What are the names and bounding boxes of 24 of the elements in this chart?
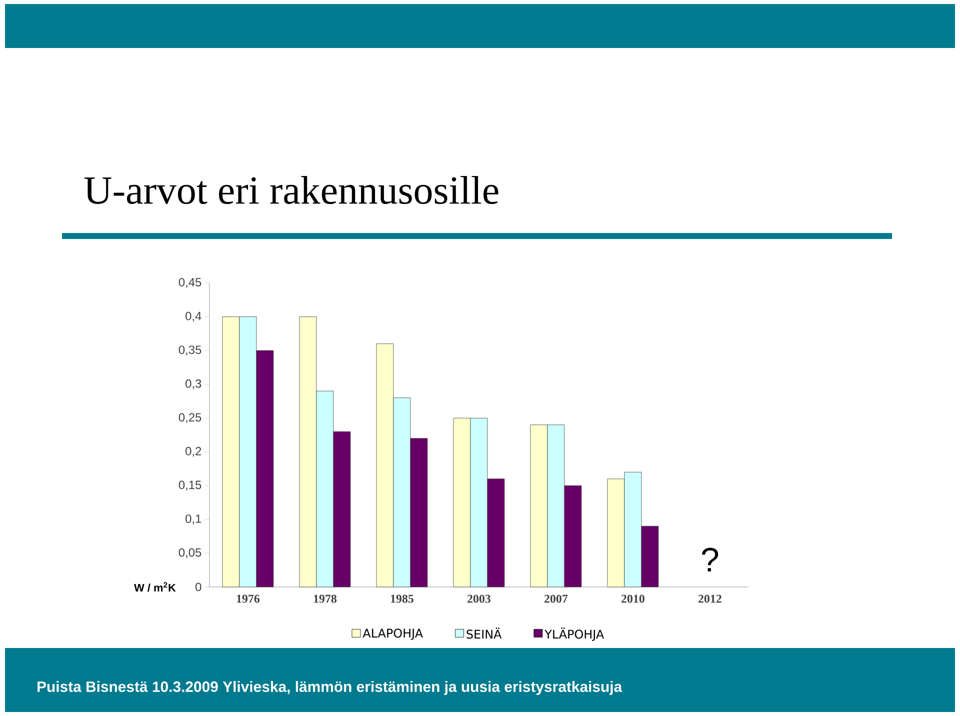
- x-tick-label: 1985: [390, 594, 414, 603]
- legend-label: SEINÄ: [466, 628, 502, 639]
- y-tick-label: 0,3: [186, 379, 202, 390]
- x-tick-label: 2010: [621, 594, 644, 603]
- y-tick-label: 0,4: [186, 312, 202, 322]
- y-tick-label: 0,25: [178, 413, 202, 424]
- y-tick-label: 0,1: [186, 514, 202, 524]
- text: Puista Bisnestä 10.3.2009 Ylivieska, lämmön eristäminen ja uusia eristysratkaisuja: [38, 681, 622, 695]
- y-tick-label: 0,15: [178, 480, 202, 491]
- y-tick-label: 0,35: [178, 346, 202, 356]
- chart-title: U-arvot eri rakennusosille: [84, 176, 498, 204]
- x-tick-label: 2007: [544, 594, 568, 603]
- y-axis-title: W / m$^{2}$K: [134, 582, 176, 592]
- x-tick-label: 2012: [698, 594, 722, 603]
- y-tick-label: 0,05: [178, 548, 202, 558]
- y-tick-label: 0,45: [178, 278, 202, 288]
- y-tick-label: 0,2: [186, 446, 202, 457]
- legend-label: ALAPOHJA: [362, 628, 423, 640]
- annotation: ?: [702, 548, 718, 572]
- legend-label: YLÄPOHJA: [544, 628, 604, 641]
- x-tick-label: 2003: [467, 594, 490, 603]
- y-tick-label: 0: [195, 582, 202, 592]
- x-tick-label: 1976: [236, 594, 260, 603]
- x-tick-label: 1978: [314, 594, 336, 603]
